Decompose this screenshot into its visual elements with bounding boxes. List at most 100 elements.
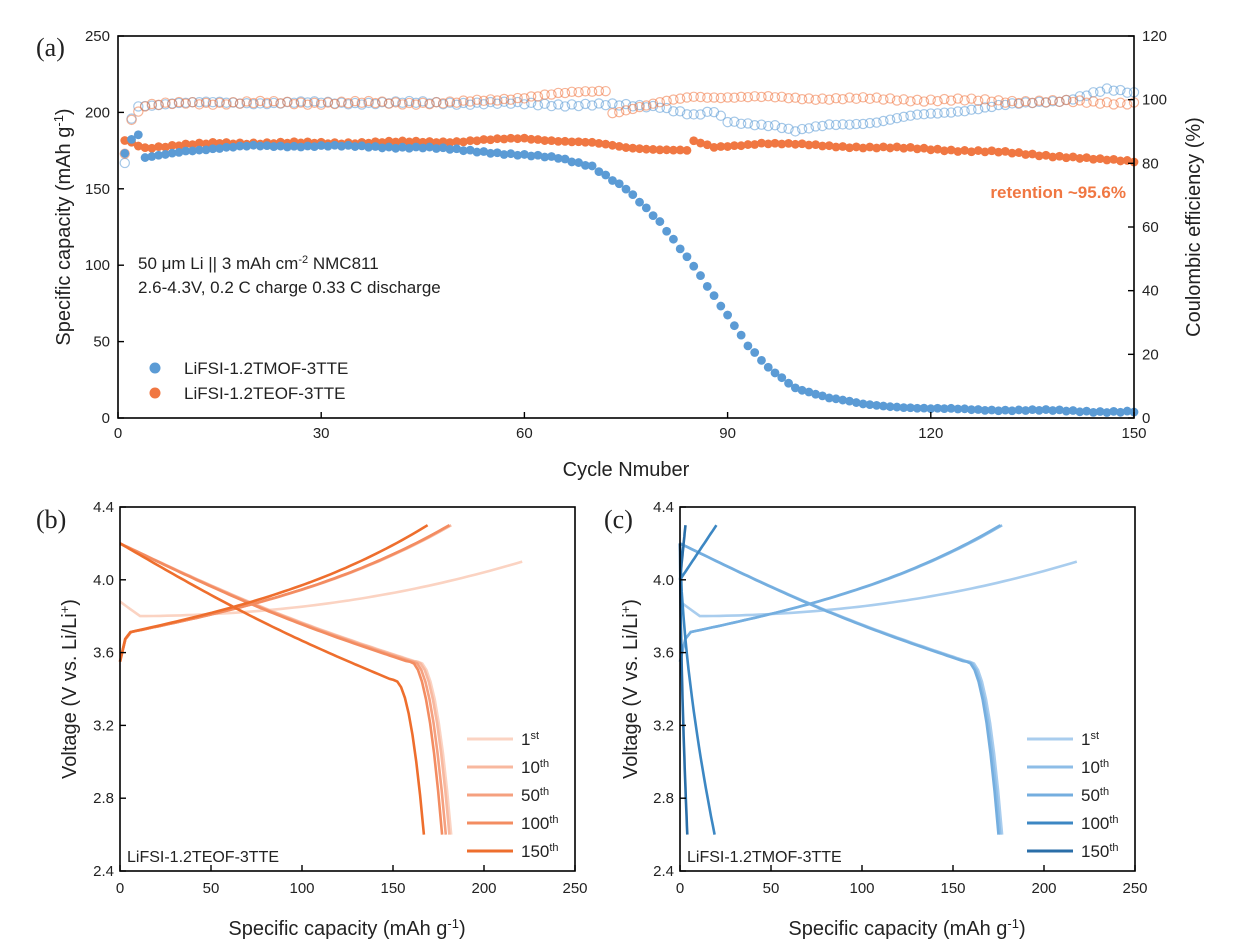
ce-point-tmof [207,96,219,108]
panel-b-frame [119,506,576,872]
capacity-point-tmof [459,146,468,156]
capacity-point-teof [709,142,719,152]
capacity-point-teof [845,143,854,153]
capacity-point-tmof [161,150,170,159]
ce-point-teof [1033,95,1045,106]
capacity-point-tmof [899,403,909,413]
ce-point-tmof [559,101,571,112]
ce-point-tmof [966,104,977,115]
discharge-curve-10th [679,542,1002,835]
ce-point-teof [715,92,727,104]
y-tick-label: 2.8 [93,790,114,807]
ce-point-teof [180,98,191,109]
ce-point-teof [580,86,591,97]
capacity-point-teof [459,137,468,147]
ce-point-teof [160,97,171,108]
ce-point-teof [376,96,388,107]
capacity-point-teof [1000,146,1010,156]
y-tick-label: 3.2 [653,717,674,734]
ce-point-teof [492,95,503,106]
capacity-point-teof [574,137,583,147]
capacity-point-tmof [384,142,394,152]
a-y-right-tick-label: 40 [1142,283,1159,300]
ce-point-tmof [986,101,997,113]
x-tick-label: 100 [289,880,314,897]
capacity-point-tmof [1014,405,1024,415]
capacity-point-tmof [269,142,279,151]
capacity-point-tmof [398,142,407,152]
ce-point-tmof [905,110,916,121]
capacity-point-teof [851,142,861,152]
ce-point-tmof [1101,83,1113,94]
ce-point-teof [702,92,713,103]
capacity-point-tmof [906,403,915,413]
capacity-point-teof [716,142,726,151]
charge-curve-100th [678,524,718,581]
capacity-point-tmof [1061,406,1071,416]
capacity-point-tmof [1041,405,1051,414]
ce-point-teof [986,96,997,107]
ce-point-tmof [769,120,781,131]
ce-point-teof [173,96,185,108]
ce-point-teof [478,95,489,107]
retention-label: retention ~95.6% [990,183,1126,202]
capacity-point-tmof [614,179,624,189]
ce-point-tmof [674,106,686,117]
ce-point-tmof [932,108,943,119]
a-y-left-tick-label: 100 [85,257,110,274]
capacity-point-teof [960,146,970,155]
panel-c-corner-label: LiFSI-1.2TMOF-3TTE [687,849,842,866]
capacity-point-teof [702,140,712,150]
capacity-point-tmof [472,147,482,157]
ce-point-tmof [790,126,801,137]
ce-point-teof [769,92,781,103]
ce-point-teof [824,94,835,105]
capacity-point-teof [174,141,184,151]
ce-point-teof [674,93,686,104]
capacity-point-teof [1055,151,1064,161]
capacity-point-teof [994,147,1003,157]
ce-point-teof [735,91,747,103]
capacity-point-teof [1109,154,1119,164]
capacity-point-teof [486,135,495,145]
capacity-point-teof [1061,153,1071,163]
ce-point-tmof [471,97,483,108]
capacity-point-tmof [364,142,374,152]
ce-point-teof [343,98,354,109]
ce-point-tmof [851,118,862,130]
ce-point-tmof [756,119,767,130]
ce-point-teof [444,96,456,107]
ce-point-teof [363,95,374,107]
ce-point-teof [864,93,876,105]
capacity-point-tmof [628,190,638,199]
ce-point-teof [525,91,537,102]
capacity-point-teof [885,143,895,153]
capacity-point-tmof [127,135,136,144]
panel-a-y-right-axis-label: Coulombic efficiency (%) [1183,117,1205,337]
discharge-curve-150th [119,542,426,835]
capacity-point-teof [824,141,834,151]
capacity-point-teof [750,140,760,149]
capacity-point-tmof [208,144,218,154]
ce-point-teof [404,97,415,109]
capacity-point-teof [120,136,130,145]
capacity-point-teof [770,138,780,148]
capacity-point-tmof [431,144,441,153]
capacity-point-tmof [289,141,299,151]
charge-curve-100th [118,524,451,663]
ce-point-teof [681,92,693,103]
capacity-point-tmof [831,394,841,404]
capacity-point-teof [811,140,821,149]
ce-point-tmof [803,123,815,134]
capacity-point-teof [404,137,414,147]
capacity-point-teof [757,138,766,148]
ce-point-teof [634,101,645,113]
ce-point-teof [837,94,848,105]
ce-point-teof [1108,99,1119,110]
capacity-point-teof [154,142,164,152]
panel-c-frame [679,506,1136,872]
capacity-point-tmof [147,152,157,161]
ce-point-teof [749,91,760,102]
capacity-point-teof [784,138,793,148]
capacity-point-tmof [1095,407,1105,416]
